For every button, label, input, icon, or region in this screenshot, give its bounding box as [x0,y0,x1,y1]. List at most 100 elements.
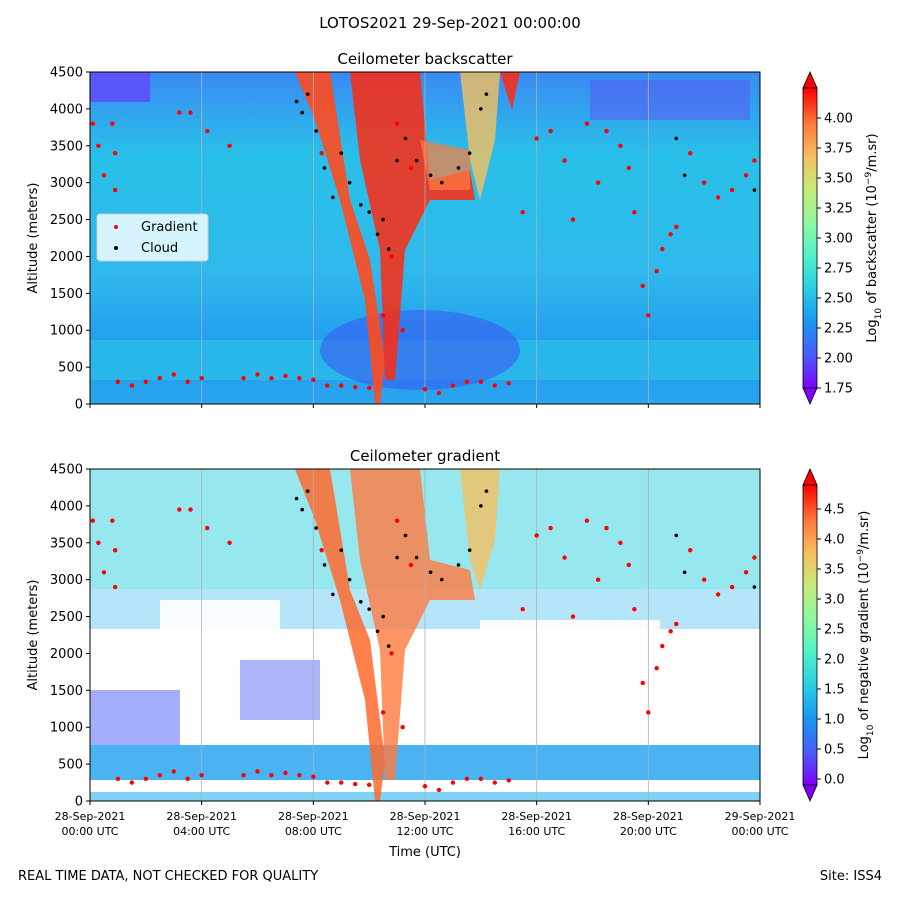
cloud-point [339,548,344,552]
cloud-point [294,99,299,104]
cloud-point [331,195,335,200]
gradient-point [366,385,372,390]
gradient-point [389,254,394,259]
backscatter-colorbar-ticks: 1.75 2.00 2.25 2.50 2.75 3.00 3.25 3.50 3.75 4.00 [817,112,853,397]
gradient-point [319,150,324,156]
colorbar-tick-label: 1.75 [824,382,853,397]
gradient-point [548,525,553,531]
gradient-point [654,269,659,274]
gradient-point [520,209,525,215]
gradient-point [366,782,372,787]
gradient-point [464,379,470,385]
cloud-point [414,555,419,560]
y-tick-label: 2500 [50,213,83,228]
gradient-point [562,555,567,560]
y-tick-label: 500 [58,758,83,773]
gradient-point [143,776,149,782]
y-tick-label: 2500 [50,610,83,625]
gradient-point [205,525,210,531]
gradient-point [269,375,274,381]
legend-gradient-label: Gradient [141,220,198,235]
gradient-title: Ceilometer gradient [350,447,500,465]
gradient-point [729,187,735,193]
cloud-point [456,166,461,170]
gradient-point [752,158,757,163]
gradient-point [646,710,651,715]
gradient-point [143,379,149,385]
gradient-point [353,781,358,787]
gradient-colorbar: 0.0 0.5 1.0 1.5 2.0 2.5 3.0 3.5 4.0 4.5 Log10 of … [802,468,876,802]
y-tick-label: 4500 [50,463,83,478]
gradient-x-ticks: 28-Sep-2021 00:00 UTC 28-Sep-2021 04:00 UTC… [55,801,795,838]
colorbar-tick-label: 3.00 [824,232,853,247]
gradient-panel: 0 500 1000 1500 2000 2500 3000 3500 4000 4500 28-… [26,447,876,860]
backscatter-y-axis: 0 500 1000 1500 2000 2500 3000 3500 4000 4500 [50,66,90,413]
backscatter-colorbar-label: Log10 of backscatter (10−9/m.sr) [864,133,884,342]
y-tick-label: 3000 [50,573,83,588]
colorbar-tick-label: 2.25 [824,322,853,337]
gradient-point [199,772,204,778]
cloud-point [395,158,399,163]
gradient-point [255,372,260,377]
gradient-point [380,313,386,318]
cloud-point [300,110,304,115]
gradient-point [171,372,176,377]
gradient-point [325,383,330,388]
gradient-point [227,143,232,148]
cloud-point [314,129,318,133]
gradient-ylabel: Altitude (meters) [26,580,41,691]
colorbar-max-arrow [802,71,818,89]
cloud-point [305,92,310,96]
gradient-point [115,776,121,782]
gradient-y-axis: 0 500 1000 1500 2000 2500 3000 3500 4000 4500 [50,463,90,810]
gradient-point [422,387,428,392]
cloud-point [386,644,391,648]
gradient-markers [90,489,757,793]
gradient-point [227,540,232,545]
cloud-point [358,203,363,207]
gradient-point [297,772,302,778]
cloud-point [479,504,483,508]
colorbar-min-arrow [802,784,818,802]
cloud-point [331,592,335,597]
cloud-point [314,526,318,530]
colorbar-tick-label: 3.5 [824,563,845,578]
gradient-point [688,547,693,553]
gradient-point [400,328,405,333]
gradient-point [436,787,442,793]
cloud-point [381,217,385,222]
gradient-point [668,232,673,237]
gradient-point [188,507,193,512]
y-tick-label: 1500 [50,287,83,302]
backscatter-colorbar: 1.75 2.00 2.25 2.50 2.75 3.00 3.25 3.50 3.75 4.00… [802,71,884,405]
colorbar-tick-label: 4.5 [824,503,845,518]
cloud-point [375,232,380,237]
gradient-point [743,570,749,575]
cloud-point [367,607,371,611]
y-tick-label: 4500 [50,66,83,81]
cloud-point [403,136,408,141]
gradient-point [110,518,115,523]
cloud-point [367,210,371,214]
gradient-point [729,584,735,590]
gradient-point [269,772,274,778]
gradient-point [640,680,645,686]
gradient-point [112,584,118,590]
gradient-point [595,577,601,582]
gradient-point [715,592,721,597]
gradient-point [584,518,590,523]
gradient-point [674,621,679,627]
colorbar-max-arrow [802,468,818,486]
gradient-point [618,143,623,148]
gradient-point [389,651,394,656]
gradient-point [110,121,115,126]
gradient-point [660,246,665,252]
gradient-point [520,606,525,612]
cloud-point [375,629,380,634]
gradient-point [604,128,609,134]
colorbar-tick-label: 2.5 [824,623,845,638]
gradient-point [112,187,118,193]
y-tick-label: 500 [58,361,83,376]
gradient-point [604,525,609,531]
x-tick-time: 12:00 UTC [396,825,453,838]
